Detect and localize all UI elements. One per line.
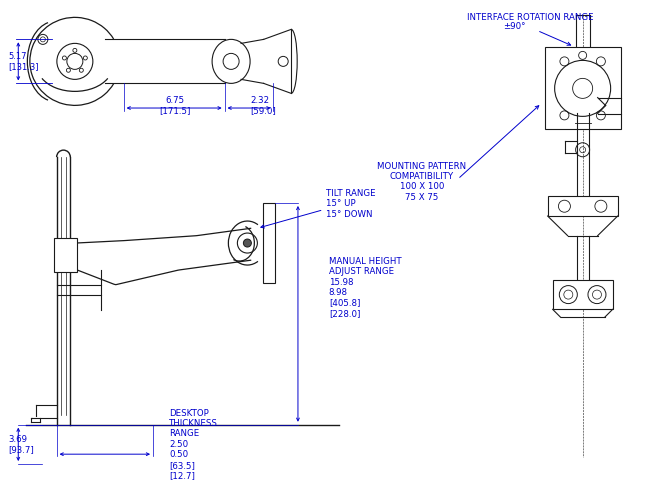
Text: MOUNTING PATTERN
COMPATIBILITY
100 X 100
75 X 75: MOUNTING PATTERN COMPATIBILITY 100 X 100… [378, 162, 466, 202]
Text: 3.69
[93.7]: 3.69 [93.7] [8, 435, 35, 454]
Bar [547, 196, 618, 216]
Text: 2.32
[59.0]: 2.32 [59.0] [251, 96, 277, 115]
Text: 5.17
[131.3]: 5.17 [131.3] [8, 52, 39, 71]
Bar [53, 238, 77, 273]
Text: INTERFACE ROTATION RANGE: INTERFACE ROTATION RANGE [467, 13, 594, 22]
Text: DESKTOP
THICKNESS
RANGE
2.50
0.50
[63.5]
[12.7]: DESKTOP THICKNESS RANGE 2.50 0.50 [63.5]… [169, 409, 218, 480]
Text: ±90°: ±90° [503, 22, 525, 30]
Bar [264, 203, 275, 283]
Bar [553, 280, 613, 309]
Text: 6.75
[171.5]: 6.75 [171.5] [159, 96, 190, 115]
Circle shape [243, 239, 251, 247]
Bar [545, 47, 620, 130]
Text: TILT RANGE
15° UP
15° DOWN: TILT RANGE 15° UP 15° DOWN [326, 189, 375, 218]
Text: MANUAL HEIGHT
ADJUST RANGE
15.98
8.98
[405.8]
[228.0]: MANUAL HEIGHT ADJUST RANGE 15.98 8.98 [4… [329, 257, 402, 318]
